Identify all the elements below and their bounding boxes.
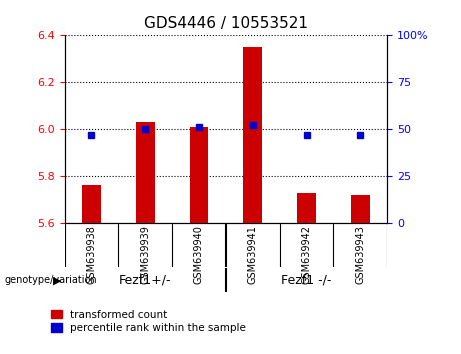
Text: GSM639939: GSM639939: [140, 225, 150, 284]
Bar: [189, 127, 208, 223]
Bar: [351, 195, 370, 223]
Text: GSM639938: GSM639938: [86, 225, 96, 284]
Bar: [297, 193, 316, 223]
Text: genotype/variation: genotype/variation: [5, 275, 97, 285]
Text: GSM639941: GSM639941: [248, 225, 258, 284]
Text: GSM639940: GSM639940: [194, 225, 204, 284]
Bar: [243, 47, 262, 223]
Text: ▶: ▶: [53, 275, 61, 285]
Bar: [82, 185, 101, 223]
Text: GSM639942: GSM639942: [301, 225, 312, 284]
Legend: transformed count, percentile rank within the sample: transformed count, percentile rank withi…: [51, 310, 246, 333]
Text: GSM639943: GSM639943: [355, 225, 366, 284]
Text: Fezf1 -/-: Fezf1 -/-: [281, 274, 332, 286]
Title: GDS4446 / 10553521: GDS4446 / 10553521: [144, 16, 308, 32]
Bar: [136, 122, 154, 223]
Text: Fezf1+/-: Fezf1+/-: [119, 274, 171, 286]
